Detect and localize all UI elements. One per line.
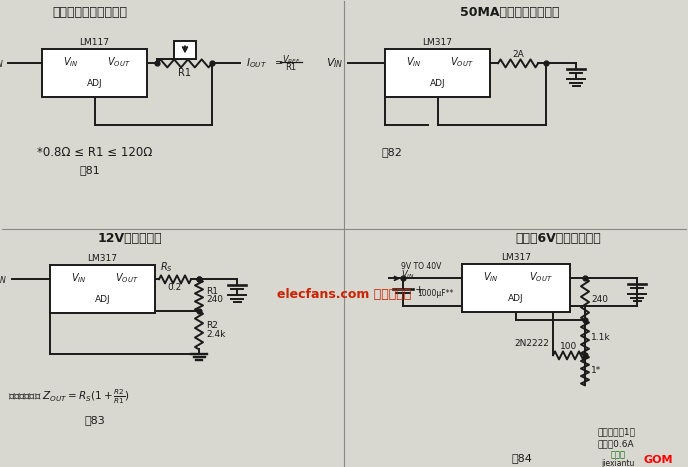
Bar bbox=[385, 49, 490, 97]
Text: $V_{IN}$: $V_{IN}$ bbox=[401, 268, 415, 281]
Text: 取样电阻为1欧: 取样电阻为1欧 bbox=[598, 427, 636, 437]
Bar bbox=[42, 49, 147, 97]
Text: $V_{IN}$: $V_{IN}$ bbox=[0, 273, 8, 286]
Text: 2A: 2A bbox=[512, 50, 524, 59]
Text: 图83: 图83 bbox=[85, 415, 105, 425]
Text: R1: R1 bbox=[206, 287, 218, 296]
Text: 小电流6V电池充电电路: 小电流6V电池充电电路 bbox=[515, 232, 601, 245]
Text: 图81: 图81 bbox=[80, 165, 100, 175]
Text: $V_{IN}$: $V_{IN}$ bbox=[327, 57, 344, 71]
Text: $V_{IN}$: $V_{IN}$ bbox=[63, 56, 78, 69]
Text: 50MA电池恒流充电电路: 50MA电池恒流充电电路 bbox=[460, 7, 560, 20]
Text: $V_{IN}$: $V_{IN}$ bbox=[405, 56, 421, 69]
Text: *0.8Ω ≤ R1 ≤ 120Ω: *0.8Ω ≤ R1 ≤ 120Ω bbox=[37, 146, 153, 158]
Text: ADJ: ADJ bbox=[87, 79, 103, 88]
Text: $R_S$: $R_S$ bbox=[160, 261, 173, 274]
Text: 2N2222: 2N2222 bbox=[514, 339, 549, 348]
Text: $V_{IN}$: $V_{IN}$ bbox=[71, 271, 86, 285]
Text: LM317: LM317 bbox=[87, 254, 118, 263]
Text: 电流约0.6A: 电流约0.6A bbox=[598, 439, 634, 448]
Text: ADJ: ADJ bbox=[95, 295, 110, 304]
Text: GOM: GOM bbox=[643, 455, 673, 465]
Text: 图84: 图84 bbox=[512, 453, 533, 463]
Text: =: = bbox=[275, 58, 283, 68]
Text: $V_{OUT}$: $V_{OUT}$ bbox=[107, 56, 131, 69]
Text: $V_{IN}$: $V_{IN}$ bbox=[0, 57, 5, 71]
Text: 电池电压上限 $Z_{OUT} = R_S(1 + \frac{R2}{R1})$: 电池电压上限 $Z_{OUT} = R_S(1 + \frac{R2}{R1})… bbox=[8, 388, 130, 406]
Text: $V_{REF}$: $V_{REF}$ bbox=[282, 53, 301, 66]
Text: R1: R1 bbox=[178, 68, 191, 78]
Text: LM317: LM317 bbox=[501, 253, 531, 262]
Text: $V_{OUT}$: $V_{OUT}$ bbox=[529, 270, 552, 284]
Text: $V_{OUT}$: $V_{OUT}$ bbox=[115, 271, 138, 285]
Text: 捷锐图: 捷锐图 bbox=[610, 451, 625, 460]
Text: 0.2: 0.2 bbox=[168, 283, 182, 292]
Bar bbox=[462, 264, 570, 312]
Text: ADJ: ADJ bbox=[430, 79, 445, 88]
Text: LM117: LM117 bbox=[80, 38, 109, 47]
Bar bbox=[50, 265, 155, 313]
Text: LM317: LM317 bbox=[422, 38, 453, 47]
Text: $V_{IN}$: $V_{IN}$ bbox=[484, 270, 499, 284]
Text: 12V电池充电器: 12V电池充电器 bbox=[98, 232, 162, 245]
Text: 100: 100 bbox=[560, 342, 578, 351]
Text: R1: R1 bbox=[286, 63, 297, 72]
Text: 1000μF**: 1000μF** bbox=[417, 289, 453, 298]
Text: 图82: 图82 bbox=[382, 147, 403, 157]
Text: $I_{OUT}$: $I_{OUT}$ bbox=[246, 57, 267, 71]
Text: +: + bbox=[415, 285, 424, 296]
Text: jiexiantu: jiexiantu bbox=[601, 459, 635, 467]
Text: 1.1k: 1.1k bbox=[591, 333, 611, 342]
Text: ADJ: ADJ bbox=[508, 294, 524, 303]
Text: 1*: 1* bbox=[591, 366, 601, 375]
Text: 240: 240 bbox=[206, 295, 223, 304]
Text: R2: R2 bbox=[206, 321, 218, 330]
Text: 小电流恒流电路及应用: 小电流恒流电路及应用 bbox=[52, 7, 127, 20]
Text: 2.4k: 2.4k bbox=[206, 331, 226, 340]
Text: 9V TO 40V: 9V TO 40V bbox=[401, 262, 442, 271]
Text: 240: 240 bbox=[591, 295, 608, 304]
Bar bbox=[174, 42, 196, 59]
Text: elecfans.com 电子发烧友: elecfans.com 电子发烧友 bbox=[277, 289, 411, 302]
Text: $V_{OUT}$: $V_{OUT}$ bbox=[450, 56, 473, 69]
